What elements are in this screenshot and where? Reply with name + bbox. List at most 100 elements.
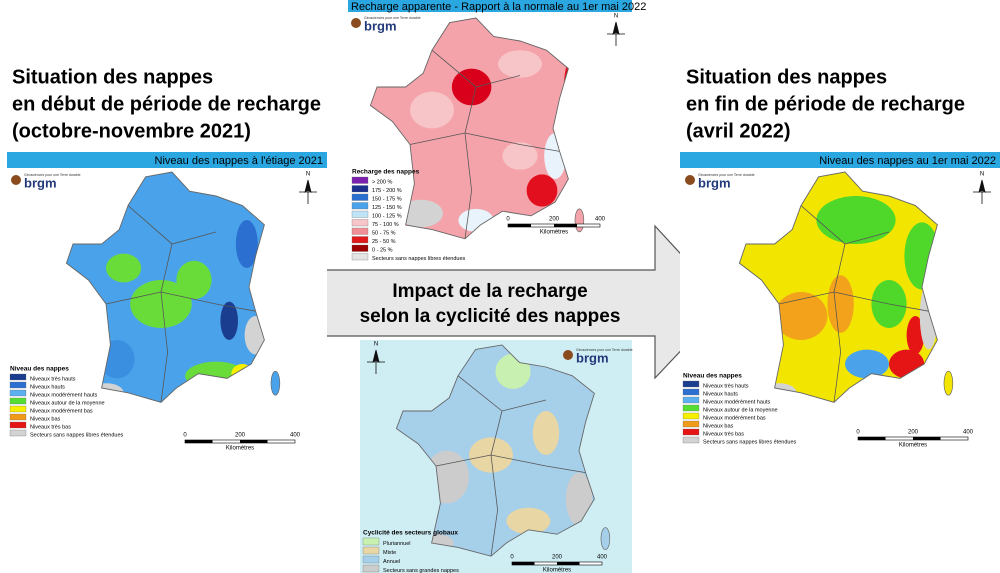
- region: [235, 220, 258, 268]
- france-map: [65, 171, 281, 403]
- scale-tick: 400: [963, 430, 974, 436]
- legend-swatch: [351, 210, 369, 218]
- title-bar: [680, 152, 1000, 168]
- region: [526, 174, 558, 207]
- scale-unit: Kilomètres: [226, 446, 254, 452]
- scale-unit: Kilomètres: [540, 230, 568, 236]
- north-arrow: [607, 21, 625, 46]
- legend-swatch: [351, 202, 369, 210]
- north-label: N: [980, 172, 984, 178]
- corsica: [943, 370, 954, 396]
- legend-label: Niveaux bas: [703, 423, 734, 429]
- legend-title: Cyclicité des secteurs globaux: [363, 530, 458, 537]
- legend-label: Niveaux très bas: [703, 431, 744, 437]
- legend-title: Recharge des nappes: [352, 169, 420, 176]
- logo-name: brgm: [24, 175, 57, 190]
- logo-name: brgm: [364, 18, 397, 33]
- region: [827, 275, 854, 333]
- region: [176, 260, 212, 300]
- top-panel: Recharge apparente - Rapport à la normal…: [348, 0, 646, 265]
- legend-label: Secteurs sans nappes libres étendues: [703, 439, 797, 445]
- legend-swatch: [682, 436, 700, 444]
- legend-swatch: [9, 413, 27, 421]
- legend-swatch: [362, 546, 380, 555]
- legend-label: Mixte: [383, 550, 396, 556]
- north-label: N: [374, 342, 378, 348]
- legend-label: Niveaux modérément bas: [703, 415, 766, 421]
- north-arrow: [299, 179, 317, 204]
- logo-name: brgm: [576, 350, 609, 365]
- right-panel: Niveau des nappes au 1er mai 2022 Géoscie…: [680, 152, 1000, 462]
- legend-label: 150 - 175 %: [372, 197, 402, 203]
- north-label: N: [614, 14, 618, 20]
- legend-title: Niveau des nappes: [10, 366, 69, 373]
- border: [464, 86, 477, 134]
- maps: Niveau des nappes à l'étiage 2021 Géoscie…: [7, 0, 1000, 573]
- scale-bar: [185, 440, 213, 443]
- legend-swatch: [682, 428, 700, 436]
- legend-label: Niveaux autour de la moyenne: [703, 407, 778, 413]
- logo-icon: [11, 175, 21, 185]
- border: [490, 410, 503, 456]
- scale-bar: [554, 224, 577, 227]
- france-map: [369, 17, 585, 240]
- border: [778, 291, 929, 312]
- region: [410, 91, 454, 129]
- legend-label: 0 - 25 %: [372, 248, 393, 254]
- legend-swatch: [9, 373, 27, 381]
- legend-swatch: [682, 396, 700, 404]
- legend-label: Secteurs sans grandes nappes: [383, 568, 459, 573]
- left-panel: Niveau des nappes à l'étiage 2021 Géoscie…: [7, 152, 327, 462]
- scale-tick: 200: [552, 555, 563, 561]
- legend-label: Niveaux très bas: [30, 424, 71, 430]
- scale-tick: 0: [510, 555, 514, 561]
- legend-swatch: [351, 236, 369, 244]
- region: [130, 280, 192, 328]
- legend-swatch: [9, 429, 27, 437]
- scale-unit: Kilomètres: [543, 568, 571, 573]
- legend-label: Niveaux autour de la moyenne: [30, 400, 105, 406]
- legend-swatch: [682, 380, 700, 388]
- legend-swatch: [351, 253, 369, 261]
- border: [833, 291, 841, 403]
- france-map: [395, 344, 611, 557]
- scale-bar: [508, 224, 531, 227]
- legend-label: 75 - 100 %: [372, 222, 399, 228]
- region: [906, 316, 925, 355]
- france-map: [738, 171, 954, 403]
- corsica: [600, 527, 611, 550]
- heading: Situation des nappes: [12, 66, 213, 88]
- legend-label: 50 - 75 %: [372, 231, 396, 237]
- heading: en début de période de recharge: [12, 93, 321, 115]
- scale-tick: 200: [235, 433, 246, 439]
- scale-bar: [557, 562, 580, 565]
- legend-swatch: [9, 421, 27, 429]
- map-title: Niveau des nappes à l'étiage 2021: [155, 155, 323, 167]
- scale-tick: 400: [595, 217, 606, 223]
- legend-swatch: [9, 389, 27, 397]
- border: [490, 454, 498, 557]
- logo-tagline: Géosciences pour une Terre durable: [698, 173, 755, 177]
- heading: (avril 2022): [686, 120, 791, 142]
- scale-tick: 0: [506, 217, 510, 223]
- legend-label: 175 - 200 %: [372, 188, 402, 194]
- region: [106, 253, 142, 283]
- legend-label: 100 - 125 %: [372, 214, 402, 220]
- legend-label: Niveaux hauts: [30, 384, 65, 390]
- region: [502, 142, 538, 170]
- north-arrow: [367, 349, 385, 374]
- region: [845, 349, 889, 379]
- region: [506, 507, 551, 535]
- legend-swatch: [9, 381, 27, 389]
- map-title: Recharge apparente - Rapport à la normal…: [351, 1, 646, 13]
- regions: [88, 205, 265, 403]
- border: [833, 243, 846, 293]
- corsica: [574, 208, 585, 233]
- legend-swatch: [9, 397, 27, 405]
- legend-label: Niveaux modérément hauts: [703, 399, 771, 405]
- north-label: N: [306, 172, 310, 178]
- region: [565, 472, 593, 526]
- border: [435, 454, 586, 473]
- scale-tick: 200: [549, 217, 560, 223]
- scale-bar: [240, 440, 268, 443]
